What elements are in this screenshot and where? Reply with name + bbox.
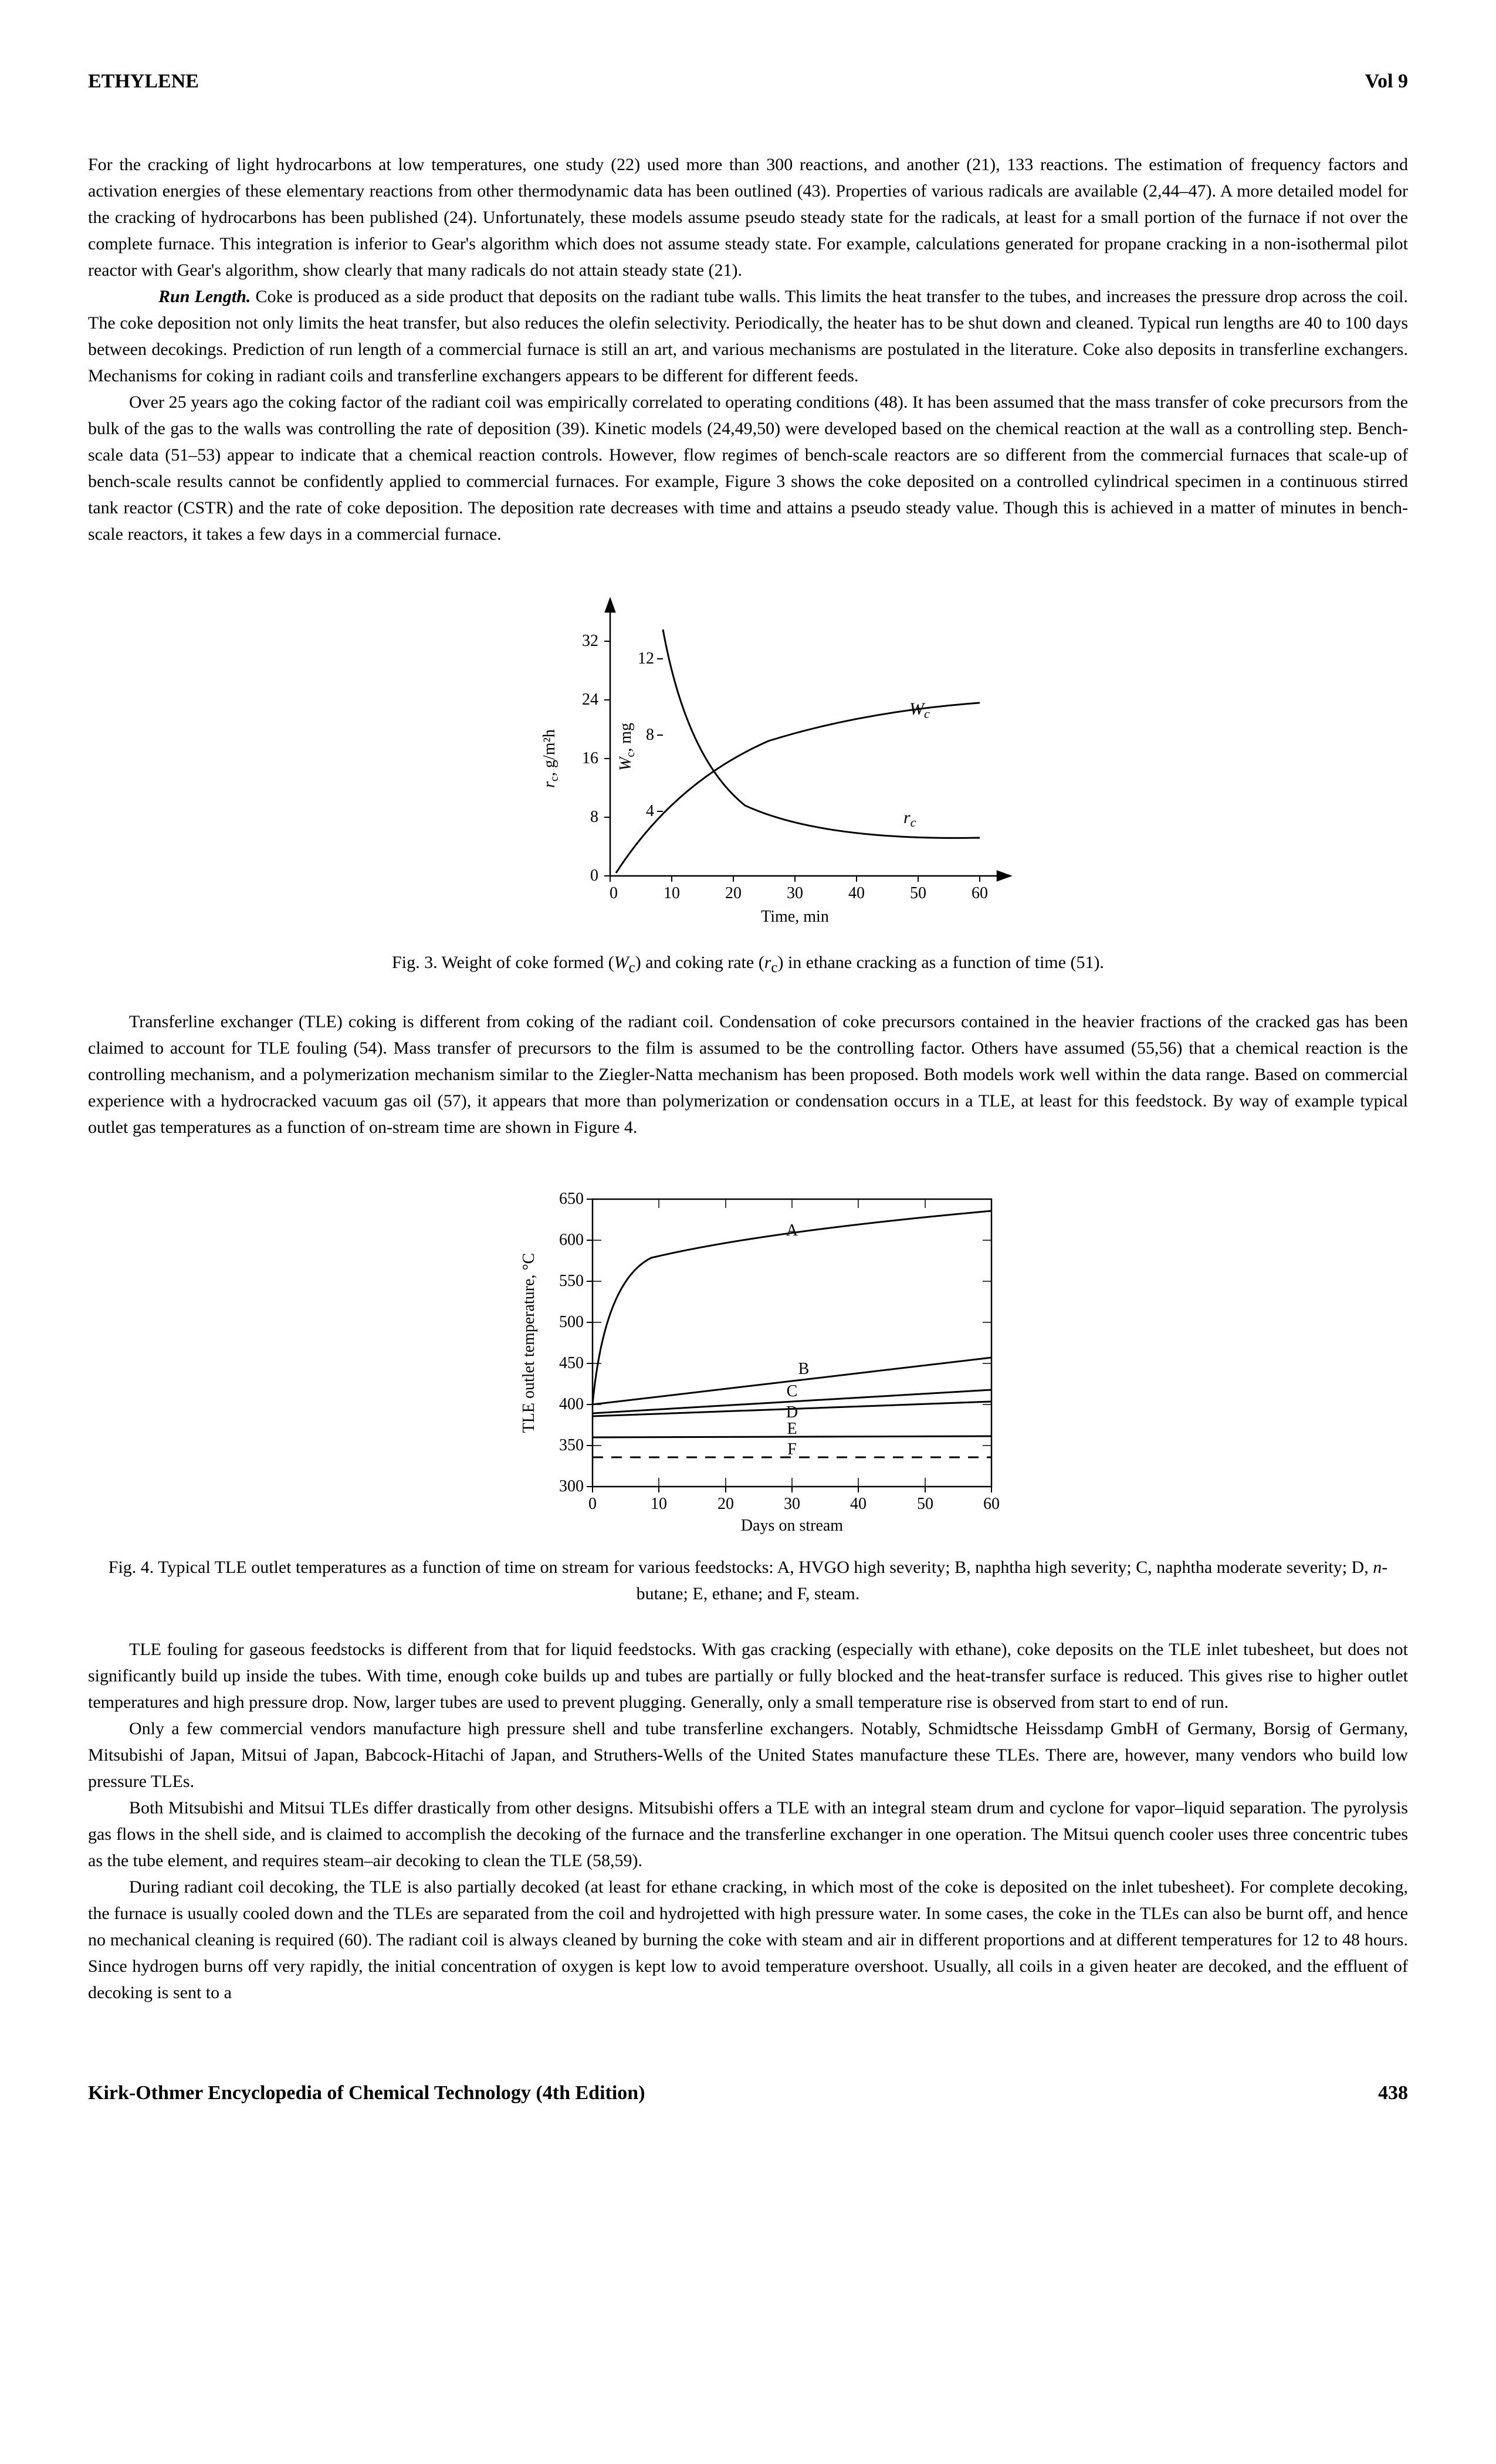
fig4-cap-prefix: Fig. 4. Typical TLE outlet temperatures … [109,1558,1373,1577]
svg-text:32: 32 [582,632,598,650]
figure-3-caption: Fig. 3. Weight of coke formed (Wc) and c… [88,949,1408,979]
svg-text:350: 350 [559,1436,584,1454]
svg-text:50: 50 [917,1495,933,1513]
figure-4: 300 350 400 450 500 550 600 650 0 [88,1164,1408,1607]
paragraph-2-text: Coke is produced as a side product that … [88,287,1408,385]
svg-text:4: 4 [646,802,654,820]
svg-text:10: 10 [664,884,680,902]
svg-text:rc, g/m²h: rc, g/m²h [540,729,561,788]
svg-text:50: 50 [910,884,926,902]
paragraph-1: For the cracking of light hydrocarbons a… [88,151,1408,283]
svg-text:24: 24 [582,691,598,709]
svg-text:30: 30 [787,884,803,902]
svg-text:TLE outlet temperature, °C: TLE outlet temperature, °C [520,1253,538,1433]
footer-page: 438 [1378,2082,1408,2104]
figure-4-chart: 300 350 400 450 500 550 600 650 0 [440,1164,1056,1539]
page-footer: Kirk-Othmer Encyclopedia of Chemical Tec… [88,2082,1408,2104]
fig3-cap-rc: r [764,953,771,972]
svg-text:0: 0 [610,884,618,902]
svg-text:40: 40 [850,1495,867,1513]
svg-text:300: 300 [559,1477,584,1495]
paragraph-4: Transferline exchanger (TLE) coking is d… [88,1008,1408,1140]
header-title: ETHYLENE [88,70,199,93]
svg-text:Wc: Wc [909,699,930,721]
svg-text:12: 12 [638,649,654,668]
page-header: ETHYLENE Vol 9 [88,70,1408,93]
svg-text:A: A [786,1221,798,1240]
svg-text:450: 450 [559,1354,584,1372]
paragraph-3: Over 25 years ago the coking factor of t… [88,389,1408,547]
svg-text:Days on stream: Days on stream [741,1517,843,1535]
svg-text:30: 30 [784,1495,800,1513]
svg-text:Time, min: Time, min [761,908,829,926]
svg-text:0: 0 [590,867,598,885]
svg-text:Wc, mg: Wc, mg [617,723,637,771]
svg-text:0: 0 [588,1495,597,1513]
paragraph-8: During radiant coil decoking, the TLE is… [88,1874,1408,2006]
figure-3-chart: 0 8 16 24 32 12 8 4 0 10 20 30 40 [440,571,1056,935]
svg-text:550: 550 [559,1272,584,1290]
paragraph-6: Only a few commercial vendors manufactur… [88,1715,1408,1795]
svg-text:400: 400 [559,1395,584,1413]
svg-text:60: 60 [983,1495,1000,1513]
paragraph-2: Run Length. Coke is produced as a side p… [88,283,1408,389]
footer-title: Kirk-Othmer Encyclopedia of Chemical Tec… [88,2082,645,2104]
svg-text:650: 650 [559,1190,584,1208]
fig3-cap-suffix: ) in ethane cracking as a function of ti… [777,953,1104,972]
page-content: For the cracking of light hydrocarbons a… [88,151,1408,2006]
svg-text:B: B [798,1360,810,1378]
fig3-cap-wc-sub: c [629,960,635,976]
paragraph-5: TLE fouling for gaseous feedstocks is di… [88,1636,1408,1715]
fig3-cap-prefix: Fig. 3. Weight of coke formed ( [392,953,614,972]
svg-text:500: 500 [559,1313,584,1331]
svg-text:8: 8 [590,808,598,826]
paragraph-7: Both Mitsubishi and Mitsui TLEs differ d… [88,1795,1408,1874]
svg-text:8: 8 [646,726,654,744]
svg-text:E: E [787,1420,797,1438]
svg-text:rc: rc [903,808,916,830]
svg-text:600: 600 [559,1231,584,1249]
fig3-cap-mid: ) and coking rate ( [635,953,764,972]
svg-text:20: 20 [725,884,742,902]
fig3-cap-wc: W [614,953,629,972]
fig4-cap-n: n [1373,1558,1382,1577]
svg-text:10: 10 [651,1495,667,1513]
header-volume: Vol 9 [1365,70,1408,93]
svg-text:60: 60 [972,884,988,902]
svg-text:20: 20 [717,1495,734,1513]
svg-text:F: F [787,1440,797,1458]
figure-3: 0 8 16 24 32 12 8 4 0 10 20 30 40 [88,571,1408,979]
svg-text:16: 16 [582,749,598,767]
run-length-heading: Run Length. [158,287,251,306]
svg-text:C: C [787,1382,798,1400]
fig3-cap-rc-sub: c [771,960,777,976]
svg-text:40: 40 [848,884,865,902]
figure-4-caption: Fig. 4. Typical TLE outlet temperatures … [88,1554,1408,1607]
svg-text:D: D [786,1403,798,1421]
